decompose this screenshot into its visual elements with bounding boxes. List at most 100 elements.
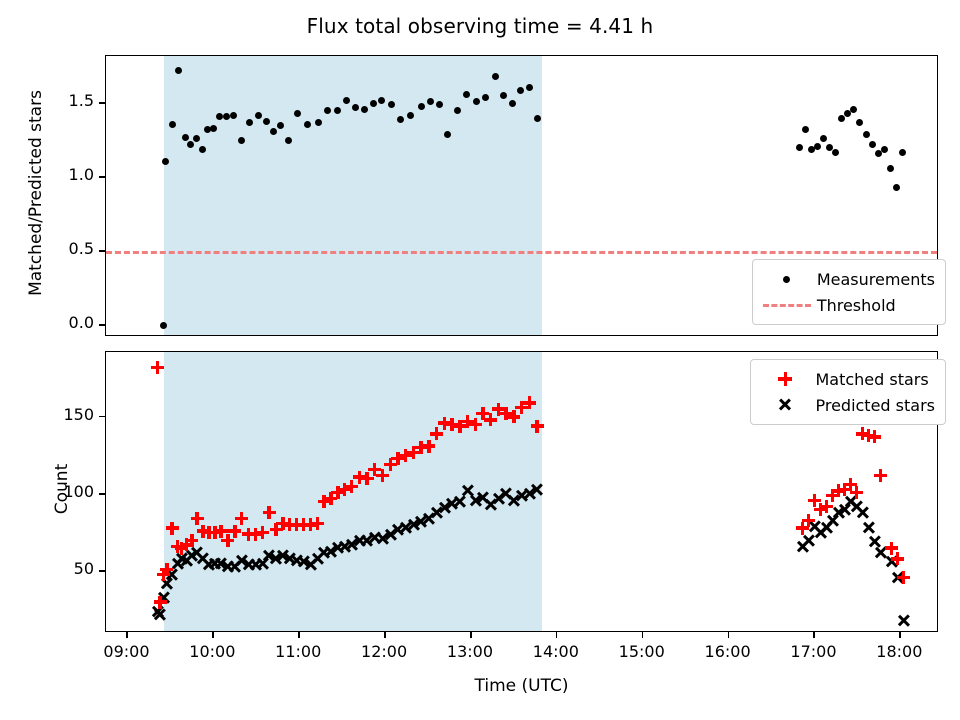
- measurement-point: [850, 105, 858, 113]
- x-axis-label: Time (UTC): [474, 676, 569, 696]
- legend-label-matched-stars: Matched stars: [815, 369, 929, 389]
- measurement-point: [324, 107, 332, 115]
- measurement-point: [254, 111, 262, 119]
- measurement-point: [230, 111, 238, 119]
- measurement-point: [160, 321, 168, 329]
- measurement-point: [892, 184, 900, 192]
- top-y-tick-mark: [99, 250, 105, 252]
- measurement-point: [175, 67, 183, 75]
- measurement-point: [168, 120, 176, 128]
- measurement-point: [796, 144, 804, 152]
- x-tick-label: 11:00: [275, 642, 322, 661]
- measurement-point: [886, 164, 894, 172]
- measurement-point: [269, 127, 277, 135]
- top-y-tick-mark: [99, 324, 105, 326]
- measurement-point: [482, 93, 490, 101]
- measurement-point: [304, 120, 312, 128]
- measurement-point: [360, 105, 368, 113]
- x-tick-mark: [555, 632, 558, 638]
- measurement-point: [525, 83, 533, 91]
- measurement-point: [802, 126, 810, 134]
- top-y-tick-label: 1.5: [68, 91, 94, 111]
- measurement-point: [874, 150, 882, 158]
- bottom-y-tick-label: 50: [73, 559, 94, 579]
- top-panel-plot-area: [105, 55, 938, 336]
- measurement-point: [463, 90, 471, 98]
- measurement-point: [333, 107, 341, 115]
- measurement-point: [245, 119, 253, 127]
- measurement-point: [203, 126, 211, 134]
- top-y-tick-label: 0.5: [68, 239, 94, 259]
- x-tick-label: 09:00: [103, 642, 150, 661]
- measurement-point: [844, 110, 852, 118]
- measurement-point: [209, 124, 217, 132]
- x-tick-mark: [126, 632, 129, 638]
- top-y-tick-mark: [99, 102, 105, 104]
- measurement-point: [369, 99, 377, 107]
- bottom-y-tick-mark: [99, 493, 105, 495]
- measurement-point: [453, 107, 461, 115]
- measurement-point: [378, 96, 386, 104]
- measurement-point: [880, 145, 888, 153]
- measurement-point: [285, 136, 293, 144]
- x-tick-label: 10:00: [189, 642, 236, 661]
- measurement-point: [186, 141, 194, 149]
- bottom-y-tick-label: 150: [63, 404, 94, 424]
- x-tick-label: 12:00: [361, 642, 408, 661]
- top-y-tick-mark: [99, 176, 105, 178]
- threshold-line: [106, 251, 937, 255]
- legend-label-threshold: Threshold: [816, 295, 896, 315]
- measurement-point: [198, 145, 206, 153]
- threshold-dashed-line-icon: [761, 294, 813, 316]
- measurement-point: [472, 98, 480, 106]
- measurement-point: [826, 144, 834, 152]
- legend-item-predicted-stars[interactable]: Predicted stars: [759, 392, 935, 418]
- measurement-point: [500, 92, 508, 100]
- measurement-point: [820, 135, 828, 143]
- legend-item-measurements[interactable]: Measurements: [761, 266, 935, 292]
- x-tick-label: 15:00: [618, 642, 665, 661]
- measurement-point: [427, 98, 435, 106]
- measurement-point: [397, 116, 405, 124]
- figure-title: Flux total observing time = 4.41 h: [306, 14, 654, 38]
- matched-stars-plus-icon: [759, 368, 811, 390]
- measurement-point: [314, 119, 322, 127]
- measurement-point: [444, 130, 452, 138]
- measurement-point: [417, 102, 425, 110]
- x-tick-mark: [212, 632, 214, 638]
- x-tick-mark: [641, 632, 644, 638]
- legend-item-threshold[interactable]: Threshold: [761, 292, 935, 318]
- measurement-point: [838, 114, 846, 122]
- bottom-y-tick-mark: [99, 415, 105, 418]
- top-panel-legend: Measurements Threshold: [751, 259, 946, 325]
- measurement-point: [808, 145, 816, 153]
- measurement-point: [814, 142, 822, 150]
- measurement-point: [898, 148, 906, 156]
- measurement-point: [215, 113, 223, 121]
- x-tick-mark: [899, 632, 901, 638]
- measurement-point: [276, 122, 284, 129]
- bottom-y-tick-label: 100: [63, 482, 94, 502]
- x-tick-label: 13:00: [446, 642, 494, 661]
- x-tick-mark: [384, 632, 386, 638]
- measurement-point: [407, 111, 415, 119]
- measurement-point: [161, 157, 169, 165]
- bottom-panel-legend: Matched stars Predicted stars: [750, 359, 946, 425]
- x-tick-mark: [469, 632, 472, 638]
- legend-item-matched-stars[interactable]: Matched stars: [759, 366, 935, 392]
- x-tick-label: 17:00: [790, 642, 837, 661]
- top-y-tick-label: 0.0: [68, 313, 94, 333]
- measurement-point: [832, 148, 840, 156]
- measurement-point: [856, 119, 864, 127]
- x-tick-label: 14:00: [532, 642, 579, 661]
- x-tick-mark: [298, 632, 300, 638]
- top-y-tick-label: 1.0: [68, 165, 94, 185]
- measurement-point: [181, 133, 189, 141]
- measurement-point: [491, 73, 499, 81]
- measurement-point: [352, 104, 360, 112]
- x-tick-label: 18:00: [876, 642, 923, 661]
- x-tick-mark: [813, 632, 816, 638]
- measurement-point: [435, 101, 443, 109]
- measurement-point: [868, 141, 876, 149]
